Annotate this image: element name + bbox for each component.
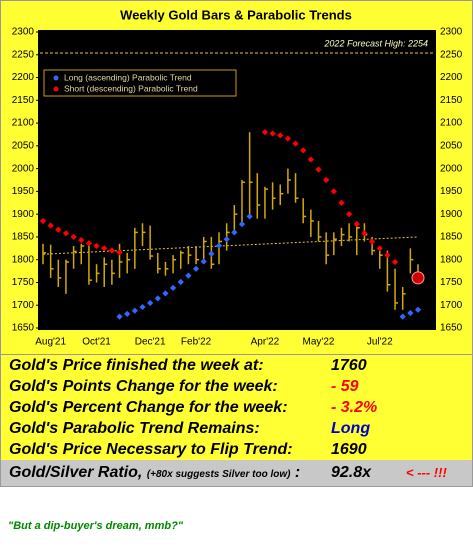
chart-title: Weekly Gold Bars & Parabolic Trends xyxy=(120,7,352,22)
y2-tick-label: 2000 xyxy=(440,163,463,174)
legend-box xyxy=(43,69,237,97)
ratio-colon: : xyxy=(294,464,301,481)
trend-dot xyxy=(70,233,77,241)
y-tick-label: 1650 xyxy=(12,323,35,334)
y-tick-label: 2000 xyxy=(12,163,35,174)
y-tick-label: 1700 xyxy=(12,300,35,311)
y-tick-label: 2200 xyxy=(12,72,35,83)
trend-dot xyxy=(108,247,115,254)
y-tick-label: 2250 xyxy=(12,49,35,60)
y-tick-label: 1850 xyxy=(12,232,35,243)
x-tick-label: May'22 xyxy=(303,337,335,348)
y-tick-label: 1750 xyxy=(12,277,35,288)
y2-tick-label: 2200 xyxy=(440,72,463,83)
chart: Weekly Gold Bars & Parabolic Trends 1650… xyxy=(0,0,473,355)
row-value: 1760 xyxy=(331,357,367,374)
ratio-row: Gold/Silver Ratio, (+80x suggests Silver… xyxy=(1,460,472,486)
y2-tick-label: 2050 xyxy=(440,140,463,151)
trend-dot xyxy=(399,313,406,320)
summary-table: Gold's Price finished the week at: 1760 Go… xyxy=(0,355,473,487)
row-label: Gold's Parabolic Trend Remains: xyxy=(9,420,260,437)
legend-label: Short (descending) Parabolic Trend xyxy=(64,83,198,93)
legend-swatch xyxy=(53,86,59,92)
y-tick-label: 2150 xyxy=(12,95,35,106)
forecast-label: 2022 Forecast High: 2254 xyxy=(323,38,428,48)
x-tick-label: Oct'21 xyxy=(82,337,111,348)
row-value: - 59 xyxy=(331,378,359,395)
y-tick-label: 1950 xyxy=(12,186,35,197)
y2-tick-label: 1750 xyxy=(440,277,463,288)
trend-dot xyxy=(414,306,422,313)
trend-dot xyxy=(55,226,62,233)
table-row: Gold's Price finished the week at: 1760 xyxy=(1,355,472,376)
row-label: Gold's Price finished the week at: xyxy=(9,357,264,374)
trend-dot xyxy=(391,258,399,266)
trend-dot xyxy=(39,217,47,225)
y2-tick-label: 1800 xyxy=(440,254,463,265)
ratio-label-group: Gold/Silver Ratio, (+80x suggests Silver… xyxy=(9,460,300,488)
y2-tick-label: 1950 xyxy=(440,186,463,197)
table-row: Gold's Points Change for the week: - 59 xyxy=(1,376,472,397)
y2-tick-label: 2250 xyxy=(440,49,463,60)
row-label: Gold's Points Change for the week: xyxy=(9,378,278,395)
trend-dot xyxy=(368,238,376,245)
trend-dot xyxy=(223,236,230,243)
x-tick-label: Aug'21 xyxy=(35,337,66,348)
row-label: Gold's Percent Change for the week: xyxy=(9,399,288,416)
trend-dot xyxy=(407,309,414,317)
y-tick-label: 1900 xyxy=(12,209,35,220)
table-row: Gold's Parabolic Trend Remains: Long xyxy=(1,418,472,439)
y2-tick-label: 2100 xyxy=(440,118,463,129)
legend-label: Long (ascending) Parabolic Trend xyxy=(64,72,192,82)
y2-tick-label: 2150 xyxy=(440,95,463,106)
ratio-flag: < --- !!! xyxy=(406,465,447,480)
trend-dot xyxy=(277,132,284,139)
caption: "But a dip-buyer's dream, mmb?" xyxy=(8,520,184,532)
y2-tick-label: 2300 xyxy=(440,27,463,38)
last-close-marker xyxy=(411,271,425,285)
row-label: Gold's Price Necessary to Flip Trend: xyxy=(9,441,293,458)
trend-line xyxy=(42,236,419,255)
y2-tick-label: 1850 xyxy=(440,232,463,243)
trend-dot xyxy=(215,242,223,249)
y2-tick-label: 1700 xyxy=(440,300,463,311)
table-row: Gold's Percent Change for the week: - 3.2… xyxy=(1,397,472,418)
trend-dot xyxy=(85,240,93,247)
x-tick-label: Jul'22 xyxy=(367,337,393,348)
row-value: Long xyxy=(331,420,371,437)
trend-dot xyxy=(208,250,215,257)
trend-dot xyxy=(93,242,100,250)
ratio-label: Gold/Silver Ratio, xyxy=(9,464,143,481)
row-value: 1690 xyxy=(331,441,367,458)
trend-dot xyxy=(78,236,85,244)
x-tick-label: Apr'22 xyxy=(251,337,280,348)
y-tick-label: 1800 xyxy=(12,254,35,265)
x-tick-label: Dec'21 xyxy=(135,337,166,348)
table-row: Gold's Price Necessary to Flip Trend: 169… xyxy=(1,439,472,460)
y2-tick-label: 1900 xyxy=(440,209,463,220)
ratio-value: 92.8x xyxy=(331,464,372,481)
y2-tick-label: 1650 xyxy=(440,323,463,334)
y-tick-label: 2050 xyxy=(12,140,35,151)
y-tick-label: 2100 xyxy=(12,118,35,129)
trend-dot xyxy=(101,245,108,252)
row-value: - 3.2% xyxy=(331,399,378,416)
y-tick-label: 2300 xyxy=(12,27,35,38)
x-tick-label: Feb'22 xyxy=(181,337,212,348)
ratio-note: (+80x suggests Silver too low) xyxy=(146,469,291,480)
legend-swatch xyxy=(53,75,59,81)
